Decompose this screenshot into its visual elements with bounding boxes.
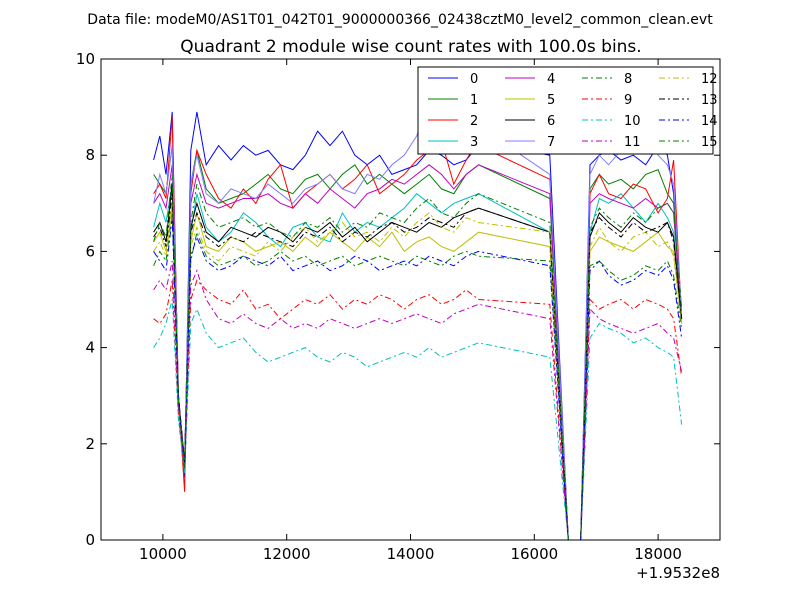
series-line-7: [153, 96, 683, 541]
legend-label-7: 7: [547, 135, 555, 150]
legend-label-0: 0: [470, 72, 478, 87]
legend-label-11: 11: [624, 135, 641, 150]
legend-label-13: 13: [701, 93, 718, 108]
y-tick-label: 2: [85, 435, 95, 453]
y-tick-label: 4: [85, 339, 95, 357]
legend-label-15: 15: [701, 135, 718, 150]
legend-label-8: 8: [624, 72, 632, 87]
series-line-13: [153, 193, 683, 541]
legend-label-14: 14: [701, 114, 718, 129]
chart-title: Quadrant 2 module wise count rates with …: [180, 37, 641, 57]
series-line-6: [153, 184, 683, 541]
x-offset-label: +1.9532e8: [636, 564, 720, 582]
x-tick-label: 16000: [510, 545, 558, 563]
legend-label-6: 6: [547, 114, 555, 129]
series-line-4: [153, 164, 683, 541]
series-line-11: [153, 260, 683, 541]
series-line-14: [153, 217, 683, 541]
legend-label-2: 2: [470, 114, 478, 129]
series-line-15: [153, 174, 683, 541]
legend-label-3: 3: [470, 135, 478, 150]
x-tick-label: 14000: [387, 545, 435, 563]
legend-label-4: 4: [547, 72, 555, 87]
legend-label-1: 1: [470, 93, 478, 108]
series-line-2: [153, 116, 683, 541]
series-line-3: [153, 184, 683, 541]
legend-box: [417, 66, 714, 155]
series-line-9: [153, 279, 683, 541]
chart-suptitle: Data file: modeM0/AS1T01_042T01_90000003…: [87, 12, 713, 28]
series-line-5: [153, 203, 683, 541]
y-tick-label: 10: [76, 50, 95, 68]
plot-area: [153, 96, 683, 541]
x-tick-label: 18000: [634, 545, 682, 563]
legend-label-12: 12: [701, 72, 718, 87]
series-line-8: [153, 212, 683, 541]
y-tick-label: 8: [85, 146, 95, 164]
y-tick-label: 6: [85, 242, 95, 260]
legend-label-10: 10: [624, 114, 641, 129]
x-tick-label: 10000: [139, 545, 187, 563]
x-tick-label: 12000: [263, 545, 311, 563]
y-tick-label: 0: [85, 531, 95, 549]
legend-label-9: 9: [624, 93, 632, 108]
series-line-10: [153, 299, 683, 541]
legend-label-5: 5: [547, 93, 555, 108]
